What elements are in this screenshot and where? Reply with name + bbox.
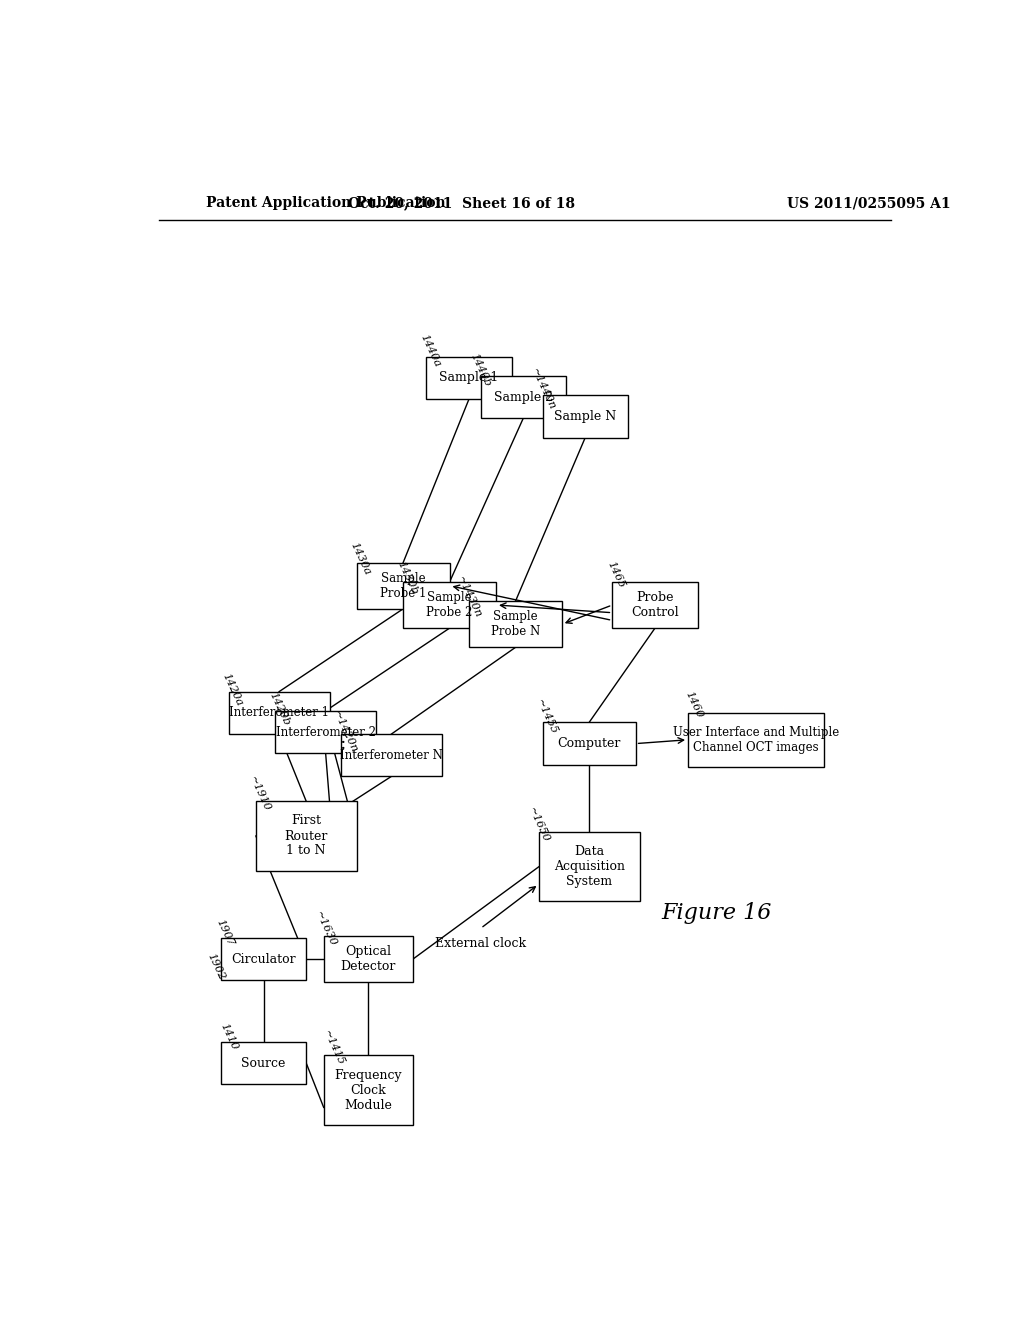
Text: Frequency
Clock
Module: Frequency Clock Module [335, 1069, 402, 1111]
Text: ~1420n: ~1420n [331, 710, 359, 755]
Text: Computer: Computer [557, 737, 621, 750]
Text: Probe
Control: Probe Control [631, 591, 679, 619]
Text: 1902: 1902 [205, 952, 226, 982]
Text: ~1630: ~1630 [313, 909, 338, 948]
Text: User Interface and Multiple
Channel OCT images: User Interface and Multiple Channel OCT … [673, 726, 839, 754]
Text: ~1910: ~1910 [247, 775, 272, 813]
Text: Data
Acquisition
System: Data Acquisition System [554, 845, 625, 888]
Text: 1440a: 1440a [418, 333, 442, 368]
Text: ~1415: ~1415 [321, 1028, 346, 1067]
Text: Sample N: Sample N [554, 409, 616, 422]
Bar [539, 832, 640, 902]
Bar [403, 582, 496, 628]
Text: ~1430n: ~1430n [455, 574, 483, 620]
Text: 1410: 1410 [218, 1022, 240, 1051]
Text: Interferometer 2: Interferometer 2 [275, 726, 376, 739]
Text: Patent Application Publication: Patent Application Publication [206, 197, 445, 210]
Text: 1440b: 1440b [469, 352, 493, 388]
Bar [341, 734, 442, 776]
Bar [324, 936, 413, 982]
Bar [275, 711, 376, 754]
Text: Circulator: Circulator [231, 953, 296, 966]
Text: 1430b: 1430b [395, 560, 419, 597]
Bar [221, 1041, 306, 1084]
Text: 1420a: 1420a [220, 672, 245, 708]
Text: Sample
Probe N: Sample Probe N [490, 610, 540, 639]
Bar [543, 722, 636, 764]
Text: Interferometer 1: Interferometer 1 [229, 706, 329, 719]
Bar [256, 801, 356, 871]
Text: Optical
Detector: Optical Detector [341, 945, 396, 973]
Text: 1460: 1460 [683, 690, 705, 721]
Text: Interferometer N: Interferometer N [340, 748, 443, 762]
Bar [324, 1056, 413, 1125]
Bar [688, 713, 823, 767]
Text: ~1650: ~1650 [526, 805, 551, 843]
Text: :: : [340, 735, 346, 752]
Text: Sample
Probe 2: Sample Probe 2 [426, 591, 473, 619]
Bar [469, 601, 562, 647]
Text: Figure 16: Figure 16 [662, 902, 772, 924]
Bar [480, 376, 566, 418]
Text: Sample 2: Sample 2 [494, 391, 553, 404]
Bar [221, 939, 306, 981]
Text: Source: Source [242, 1056, 286, 1069]
Text: 1465: 1465 [606, 560, 627, 589]
Text: 1420b: 1420b [267, 690, 291, 727]
Text: Sample
Probe 1: Sample Probe 1 [380, 572, 426, 599]
Bar [228, 692, 330, 734]
Text: ~1440n: ~1440n [528, 367, 557, 412]
Text: External clock: External clock [435, 937, 526, 950]
Text: First
Router
1 to N: First Router 1 to N [285, 814, 328, 858]
Bar [356, 562, 450, 609]
Bar [426, 356, 512, 399]
Text: Oct. 20, 2011  Sheet 16 of 18: Oct. 20, 2011 Sheet 16 of 18 [348, 197, 574, 210]
Text: Sample 1: Sample 1 [439, 371, 499, 384]
Bar [543, 395, 628, 437]
Text: 1430a: 1430a [348, 541, 373, 577]
Text: ~1455: ~1455 [534, 697, 559, 737]
Text: US 2011/0255095 A1: US 2011/0255095 A1 [786, 197, 950, 210]
Text: 1907: 1907 [214, 917, 236, 948]
Bar [612, 582, 697, 628]
